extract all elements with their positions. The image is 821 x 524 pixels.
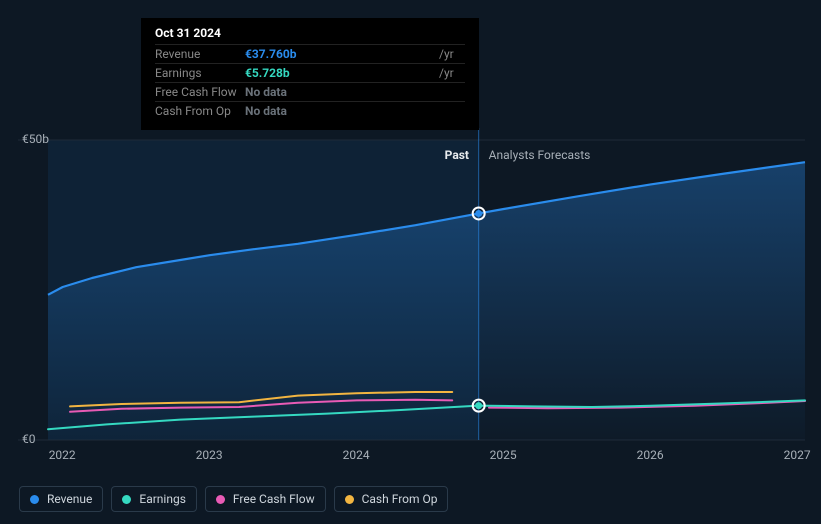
tooltip-row-value: €37.760b [245,45,435,64]
tooltip-row-unit: /yr [435,64,465,83]
x-axis-label: 2026 [637,448,664,462]
x-axis-label: 2024 [343,448,370,462]
section-label-past: Past [445,148,469,162]
legend-dot-icon [345,495,354,504]
legend-item-free-cash-flow[interactable]: Free Cash Flow [205,486,326,512]
x-axis-label: 2025 [490,448,517,462]
tooltip-row-value: €5.728b [245,64,435,83]
legend-item-revenue[interactable]: Revenue [19,486,103,512]
tooltip-row: Earnings€5.728b/yr [155,64,465,83]
legend-item-earnings[interactable]: Earnings [111,486,197,512]
legend-label: Revenue [47,492,92,506]
chart-tooltip: Oct 31 2024 Revenue€37.760b/yrEarnings€5… [141,18,479,130]
earnings-revenue-chart: Oct 31 2024 Revenue€37.760b/yrEarnings€5… [0,0,821,524]
tooltip-date: Oct 31 2024 [155,26,465,40]
tooltip-row-unit: /yr [435,45,465,64]
chart-legend: Revenue Earnings Free Cash Flow Cash From O… [19,486,448,512]
tooltip-row-value: No data [245,102,435,121]
tooltip-row-label: Revenue [155,45,245,64]
legend-label: Cash From Op [362,492,438,506]
legend-dot-icon [216,495,225,504]
tooltip-row: Cash From OpNo data [155,102,465,121]
y-axis-label: €50b [22,132,49,146]
x-axis-label: 2023 [196,448,223,462]
tooltip-row-label: Cash From Op [155,102,245,121]
tooltip-row: Revenue€37.760b/yr [155,45,465,64]
x-axis-label: 2022 [49,448,76,462]
x-axis-label: 2027 [784,448,811,462]
legend-label: Earnings [139,492,186,506]
legend-dot-icon [122,495,131,504]
tooltip-row-label: Free Cash Flow [155,83,245,102]
tooltip-row-label: Earnings [155,64,245,83]
legend-item-cash-from-op[interactable]: Cash From Op [334,486,449,512]
legend-label: Free Cash Flow [233,492,315,506]
tooltip-row: Free Cash FlowNo data [155,83,465,102]
tooltip-row-unit [435,83,465,102]
tooltip-row-unit [435,102,465,121]
tooltip-row-value: No data [245,83,435,102]
y-axis-label: €0 [22,432,36,446]
legend-dot-icon [30,495,39,504]
tooltip-rows: Revenue€37.760b/yrEarnings€5.728b/yrFree… [155,44,465,120]
section-label-forecast: Analysts Forecasts [489,148,591,162]
